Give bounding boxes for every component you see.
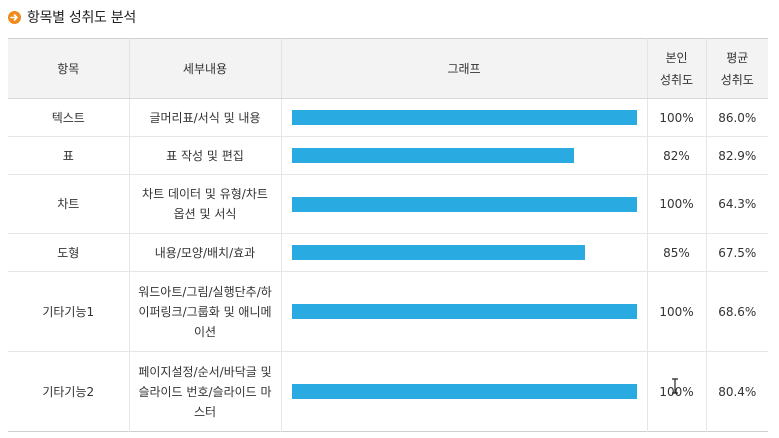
table-row: 텍스트 글머리표/서식 및 내용 100% 86.0% [8,98,768,137]
row-detail: 페이지설정/순서/바닥글 및 슬라이드 번호/슬라이드 마스터 [128,351,281,432]
row-self: 100% [646,271,706,352]
table-row: 기타기능2 페이지설정/순서/바닥글 및 슬라이드 번호/슬라이드 마스터 10… [8,351,768,432]
row-avg: 68.6% [705,271,768,352]
achievement-bar [291,148,575,163]
table-header-row: 항목 세부내용 그래프 본인 성취도 평균 성취도 [8,38,768,99]
header-item: 항목 [8,38,129,99]
table-row: 표 표 작성 및 편집 82% 82.9% [8,136,768,175]
table-row: 차트 차트 데이터 및 유형/차트 옵션 및 서식 100% 64.3% [8,174,768,234]
row-graph [280,233,647,272]
row-detail: 내용/모양/배치/효과 [128,233,281,272]
row-item: 표 [8,136,129,175]
row-item: 기타기능2 [8,351,129,432]
row-avg: 80.4% [705,351,768,432]
table-row: 기타기능1 워드아트/그림/실행단추/하이퍼링크/그룹화 및 애니메이션 100… [8,271,768,352]
row-graph [280,136,647,175]
row-graph [280,174,647,234]
header-detail: 세부내용 [128,38,281,99]
row-self: 100% [646,174,706,234]
row-detail: 글머리표/서식 및 내용 [128,98,281,137]
row-avg: 86.0% [705,98,768,137]
row-detail: 차트 데이터 및 유형/차트 옵션 및 서식 [128,174,281,234]
row-item: 차트 [8,174,129,234]
arrow-right-circle-icon [8,10,21,24]
row-avg: 82.9% [705,136,768,175]
row-self: 100% [646,351,706,432]
row-avg: 67.5% [705,233,768,272]
table-row: 도형 내용/모양/배치/효과 85% 67.5% [8,233,768,272]
achievement-bar [291,384,637,399]
header-self-line2: 성취도 [659,72,694,87]
section-header: 항목별 성취도 분석 [8,6,136,28]
row-item: 기타기능1 [8,271,129,352]
row-avg: 64.3% [705,174,768,234]
header-avg-achievement: 평균 성취도 [705,38,768,99]
row-graph [280,271,647,352]
row-self: 82% [646,136,706,175]
row-self: 100% [646,98,706,137]
achievement-bar [291,196,637,212]
row-detail: 표 작성 및 편집 [128,136,281,175]
section-title: 항목별 성취도 분석 [27,10,136,26]
header-avg-line1: 평균 [726,50,749,65]
row-graph [280,98,647,137]
row-item: 도형 [8,233,129,272]
header-self-achievement: 본인 성취도 [646,38,706,99]
row-item: 텍스트 [8,98,129,137]
achievement-bar [291,304,637,319]
row-self: 85% [646,233,706,272]
achievement-bar [291,110,637,125]
text-cursor-icon [671,378,679,398]
achievement-table: 항목 세부내용 그래프 본인 성취도 평균 성취도 텍스트 글머리표/서식 및 … [8,38,768,432]
achievement-bar [291,245,585,260]
row-detail: 워드아트/그림/실행단추/하이퍼링크/그룹화 및 애니메이션 [128,271,281,352]
header-avg-line2: 성취도 [720,72,754,87]
row-graph [280,351,647,432]
header-graph: 그래프 [280,38,647,99]
header-self-line1: 본인 [665,50,688,65]
